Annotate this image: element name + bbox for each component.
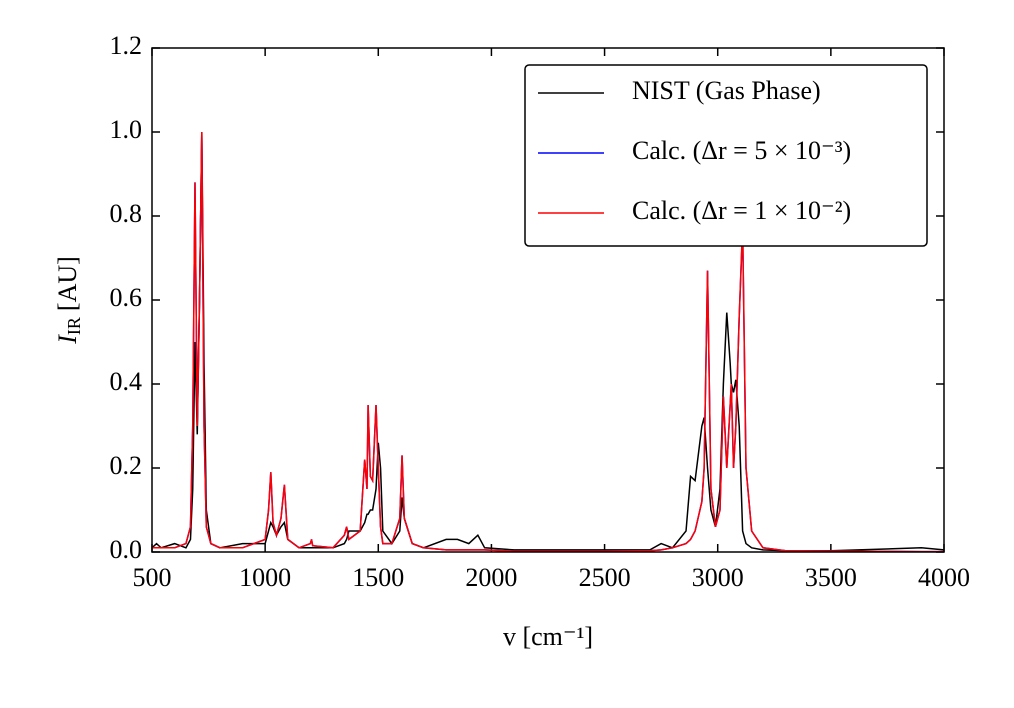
y-tick-label: 0.6 <box>110 283 143 312</box>
y-label-symbol: I <box>53 334 82 345</box>
y-axis-label: IIR [AU] <box>53 256 84 345</box>
legend-label: Calc. (Δr = 5 × 10⁻³) <box>632 136 851 165</box>
x-axis-label: v [cm⁻¹] <box>503 622 593 651</box>
plot-frame <box>151 47 945 553</box>
x-tick-label: 1500 <box>352 563 404 592</box>
x-tick-label: 2500 <box>579 563 631 592</box>
y-tick-label: 0.8 <box>110 199 143 228</box>
x-tick-label: 3500 <box>805 563 857 592</box>
x-tick-label: 3000 <box>692 563 744 592</box>
y-tick-label: 0.2 <box>110 451 143 480</box>
y-tick-label: 1.0 <box>110 115 143 144</box>
y-label-subscript: IR <box>64 317 84 335</box>
x-tick-label: 2000 <box>465 563 517 592</box>
legend-label: NIST (Gas Phase) <box>632 76 821 105</box>
y-label-unit: [AU] <box>53 256 82 311</box>
line-series <box>152 131 944 552</box>
x-tick-label: 4000 <box>918 563 970 592</box>
x-tick-label: 500 <box>133 563 172 592</box>
legend-label: Calc. (Δr = 1 × 10⁻²) <box>632 196 851 225</box>
y-tick-label: 1.2 <box>110 31 143 60</box>
legend-box <box>524 64 928 247</box>
y-tick-label: 0.0 <box>110 535 143 564</box>
y-tick-label: 0.4 <box>110 367 143 396</box>
x-tick-label: 1000 <box>239 563 291 592</box>
